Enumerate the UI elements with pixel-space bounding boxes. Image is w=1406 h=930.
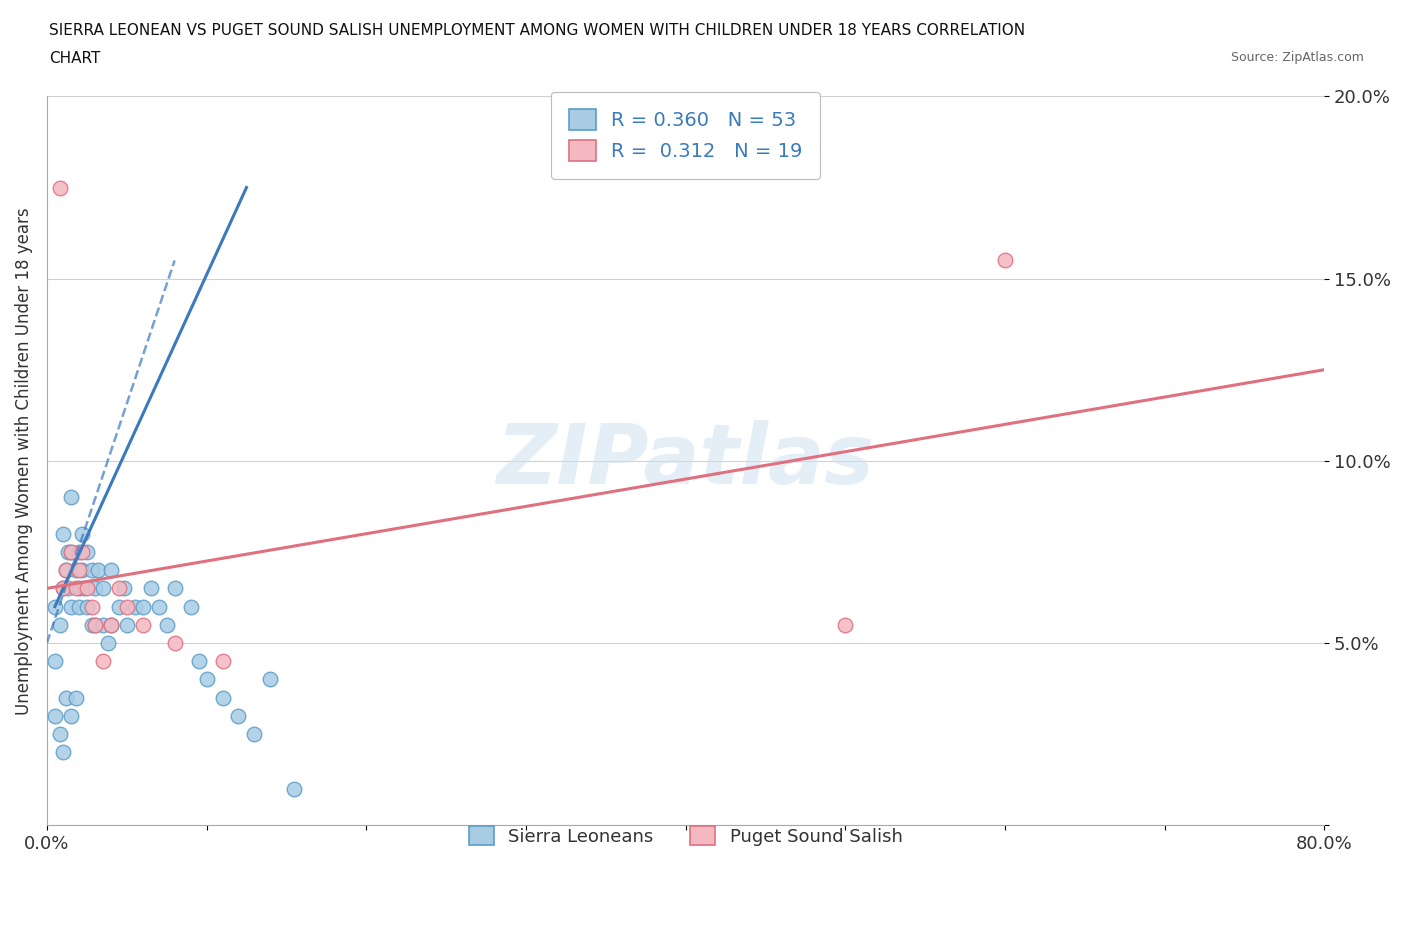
Point	[180, 599, 202, 614]
Point	[48, 180, 70, 195]
Point	[80, 599, 103, 614]
Point	[70, 544, 93, 559]
Point	[76, 599, 98, 614]
Point	[44, 599, 66, 614]
Point	[72, 581, 94, 596]
Point	[80, 618, 103, 632]
Point	[259, 672, 281, 687]
Point	[55, 690, 77, 705]
Text: Source: ZipAtlas.com: Source: ZipAtlas.com	[1230, 51, 1364, 64]
Point	[228, 709, 250, 724]
Point	[52, 526, 75, 541]
Point	[994, 253, 1017, 268]
Point	[131, 618, 153, 632]
Point	[48, 618, 70, 632]
Point	[59, 544, 82, 559]
Point	[139, 581, 162, 596]
Text: SIERRA LEONEAN VS PUGET SOUND SALISH UNEMPLOYMENT AMONG WOMEN WITH CHILDREN UNDE: SIERRA LEONEAN VS PUGET SOUND SALISH UNE…	[49, 23, 1025, 38]
Point	[107, 581, 129, 596]
Point	[65, 581, 87, 596]
Point	[67, 599, 90, 614]
Point	[115, 599, 138, 614]
Point	[65, 563, 87, 578]
Point	[55, 563, 77, 578]
Point	[211, 690, 233, 705]
Point	[52, 581, 75, 596]
Point	[59, 544, 82, 559]
Point	[97, 635, 120, 650]
Point	[76, 544, 98, 559]
Point	[91, 581, 114, 596]
Point	[70, 526, 93, 541]
Point	[115, 618, 138, 632]
Point	[44, 709, 66, 724]
Point	[87, 563, 110, 578]
Point	[83, 581, 105, 596]
Point	[67, 544, 90, 559]
Point	[80, 563, 103, 578]
Text: ZIPatlas: ZIPatlas	[496, 420, 875, 501]
Point	[834, 618, 856, 632]
Point	[163, 635, 186, 650]
Point	[100, 618, 122, 632]
Y-axis label: Unemployment Among Women with Children Under 18 years: Unemployment Among Women with Children U…	[15, 207, 32, 714]
Point	[52, 581, 75, 596]
Point	[283, 781, 305, 796]
Point	[55, 563, 77, 578]
Point	[59, 709, 82, 724]
Point	[91, 618, 114, 632]
Point	[131, 599, 153, 614]
Point	[70, 563, 93, 578]
Text: CHART: CHART	[49, 51, 101, 66]
Point	[163, 581, 186, 596]
Point	[56, 544, 79, 559]
Point	[243, 726, 266, 741]
Point	[148, 599, 170, 614]
Point	[52, 745, 75, 760]
Point	[83, 618, 105, 632]
Point	[65, 690, 87, 705]
Point	[112, 581, 135, 596]
Point	[187, 654, 209, 669]
Point	[211, 654, 233, 669]
Point	[56, 581, 79, 596]
Legend: Sierra Leoneans, Puget Sound Salish: Sierra Leoneans, Puget Sound Salish	[454, 811, 917, 860]
Point	[59, 490, 82, 505]
Point	[107, 599, 129, 614]
Point	[44, 654, 66, 669]
Point	[91, 654, 114, 669]
Point	[67, 563, 90, 578]
Point	[59, 599, 82, 614]
Point	[195, 672, 218, 687]
Point	[83, 618, 105, 632]
Point	[76, 581, 98, 596]
Point	[156, 618, 179, 632]
Point	[67, 581, 90, 596]
Point	[124, 599, 146, 614]
Point	[100, 563, 122, 578]
Point	[48, 726, 70, 741]
Point	[100, 618, 122, 632]
